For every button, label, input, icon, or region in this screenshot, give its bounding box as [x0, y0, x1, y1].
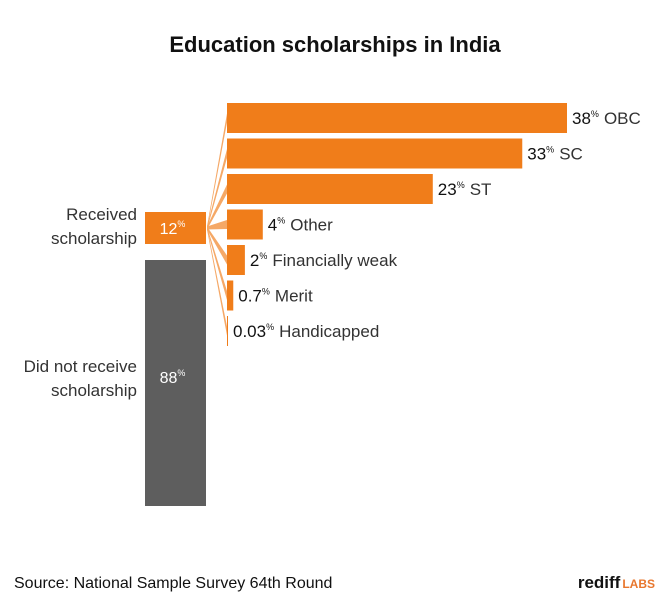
- fan-line-financially-weak: [207, 226, 227, 265]
- value-received: 12%: [160, 219, 186, 238]
- fan-line-handicapped: [207, 226, 227, 336]
- bar-label-handicapped: 0.03% Handicapped: [233, 322, 379, 341]
- fan-line-st: [207, 184, 227, 230]
- fan-line-sc: [207, 149, 227, 230]
- fan-line-obc: [207, 113, 227, 230]
- bar-handicapped: [227, 316, 228, 346]
- bar-label-obc: 38% OBC: [572, 109, 641, 128]
- bar-received-scholarship: [145, 212, 206, 244]
- bar-label-merit: 0.7% Merit: [238, 287, 313, 306]
- brand-main: rediff: [578, 573, 621, 592]
- bar-label-other: 4% Other: [268, 216, 333, 235]
- bar-label-sc: 33% SC: [527, 145, 583, 164]
- bars-group: [145, 103, 567, 506]
- bar-did-not-receive-scholarship: [145, 260, 206, 506]
- labels-group: 38% OBC 33% SC 23% ST 4% Other 2% Financially wea…: [24, 109, 641, 400]
- label-did-not-receive-scholarship: Did not receive scholarship: [24, 357, 137, 400]
- fan-line-merit: [207, 226, 227, 300]
- fan-line-other: [207, 220, 227, 230]
- label-received-scholarship: Received scholarship: [51, 205, 137, 248]
- bar-obc: [227, 103, 567, 133]
- bar-financially-weak: [227, 245, 245, 275]
- chart-title: Education scholarships in India: [169, 32, 501, 57]
- bar-sc: [227, 138, 523, 169]
- bar-label-st: 23% ST: [438, 180, 492, 199]
- brand-sub: LABS: [622, 577, 655, 591]
- source-note: Source: National Sample Survey 64th Roun…: [14, 575, 332, 592]
- brand-logo: rediff LABS: [578, 573, 655, 592]
- bar-merit: [227, 280, 234, 311]
- bar-st: [227, 174, 433, 204]
- value-not-received: 88%: [160, 368, 186, 387]
- bar-label-financially-weak: 2% Financially weak: [250, 251, 398, 270]
- fan-connector: [207, 113, 227, 336]
- bar-other: [227, 209, 263, 240]
